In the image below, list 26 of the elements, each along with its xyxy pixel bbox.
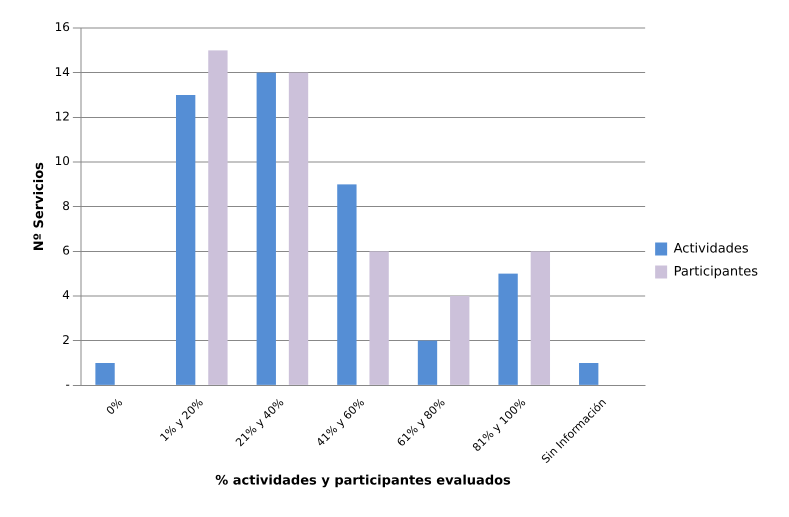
legend-label: Participantes — [674, 264, 758, 280]
bar — [498, 274, 518, 385]
y-axis-title: Nº Servicios — [32, 162, 48, 252]
y-tick-label: 6 — [62, 243, 70, 258]
bar — [450, 296, 470, 385]
bar — [208, 50, 228, 385]
y-tick-label: 10 — [54, 154, 70, 168]
bar — [337, 184, 357, 385]
bar — [95, 362, 115, 385]
bar — [369, 251, 389, 385]
x-tick-label: 0% — [104, 396, 126, 418]
bar — [579, 362, 598, 385]
y-tick-label: 4 — [62, 288, 70, 302]
bar — [288, 72, 308, 385]
y-tick-label: 12 — [54, 109, 70, 124]
bar — [256, 72, 276, 385]
y-tick-label: - — [66, 377, 70, 392]
y-tick-label: 16 — [54, 20, 70, 34]
legend-label: Actividades — [674, 241, 749, 256]
x-axis-title: % actividades y participantes evaluados — [215, 474, 512, 489]
y-tick-label: 8 — [62, 198, 70, 213]
bar — [418, 340, 438, 385]
bar — [530, 251, 550, 385]
y-tick-label: 2 — [62, 332, 70, 347]
y-tick-label: 14 — [54, 64, 70, 79]
bar — [176, 94, 196, 385]
